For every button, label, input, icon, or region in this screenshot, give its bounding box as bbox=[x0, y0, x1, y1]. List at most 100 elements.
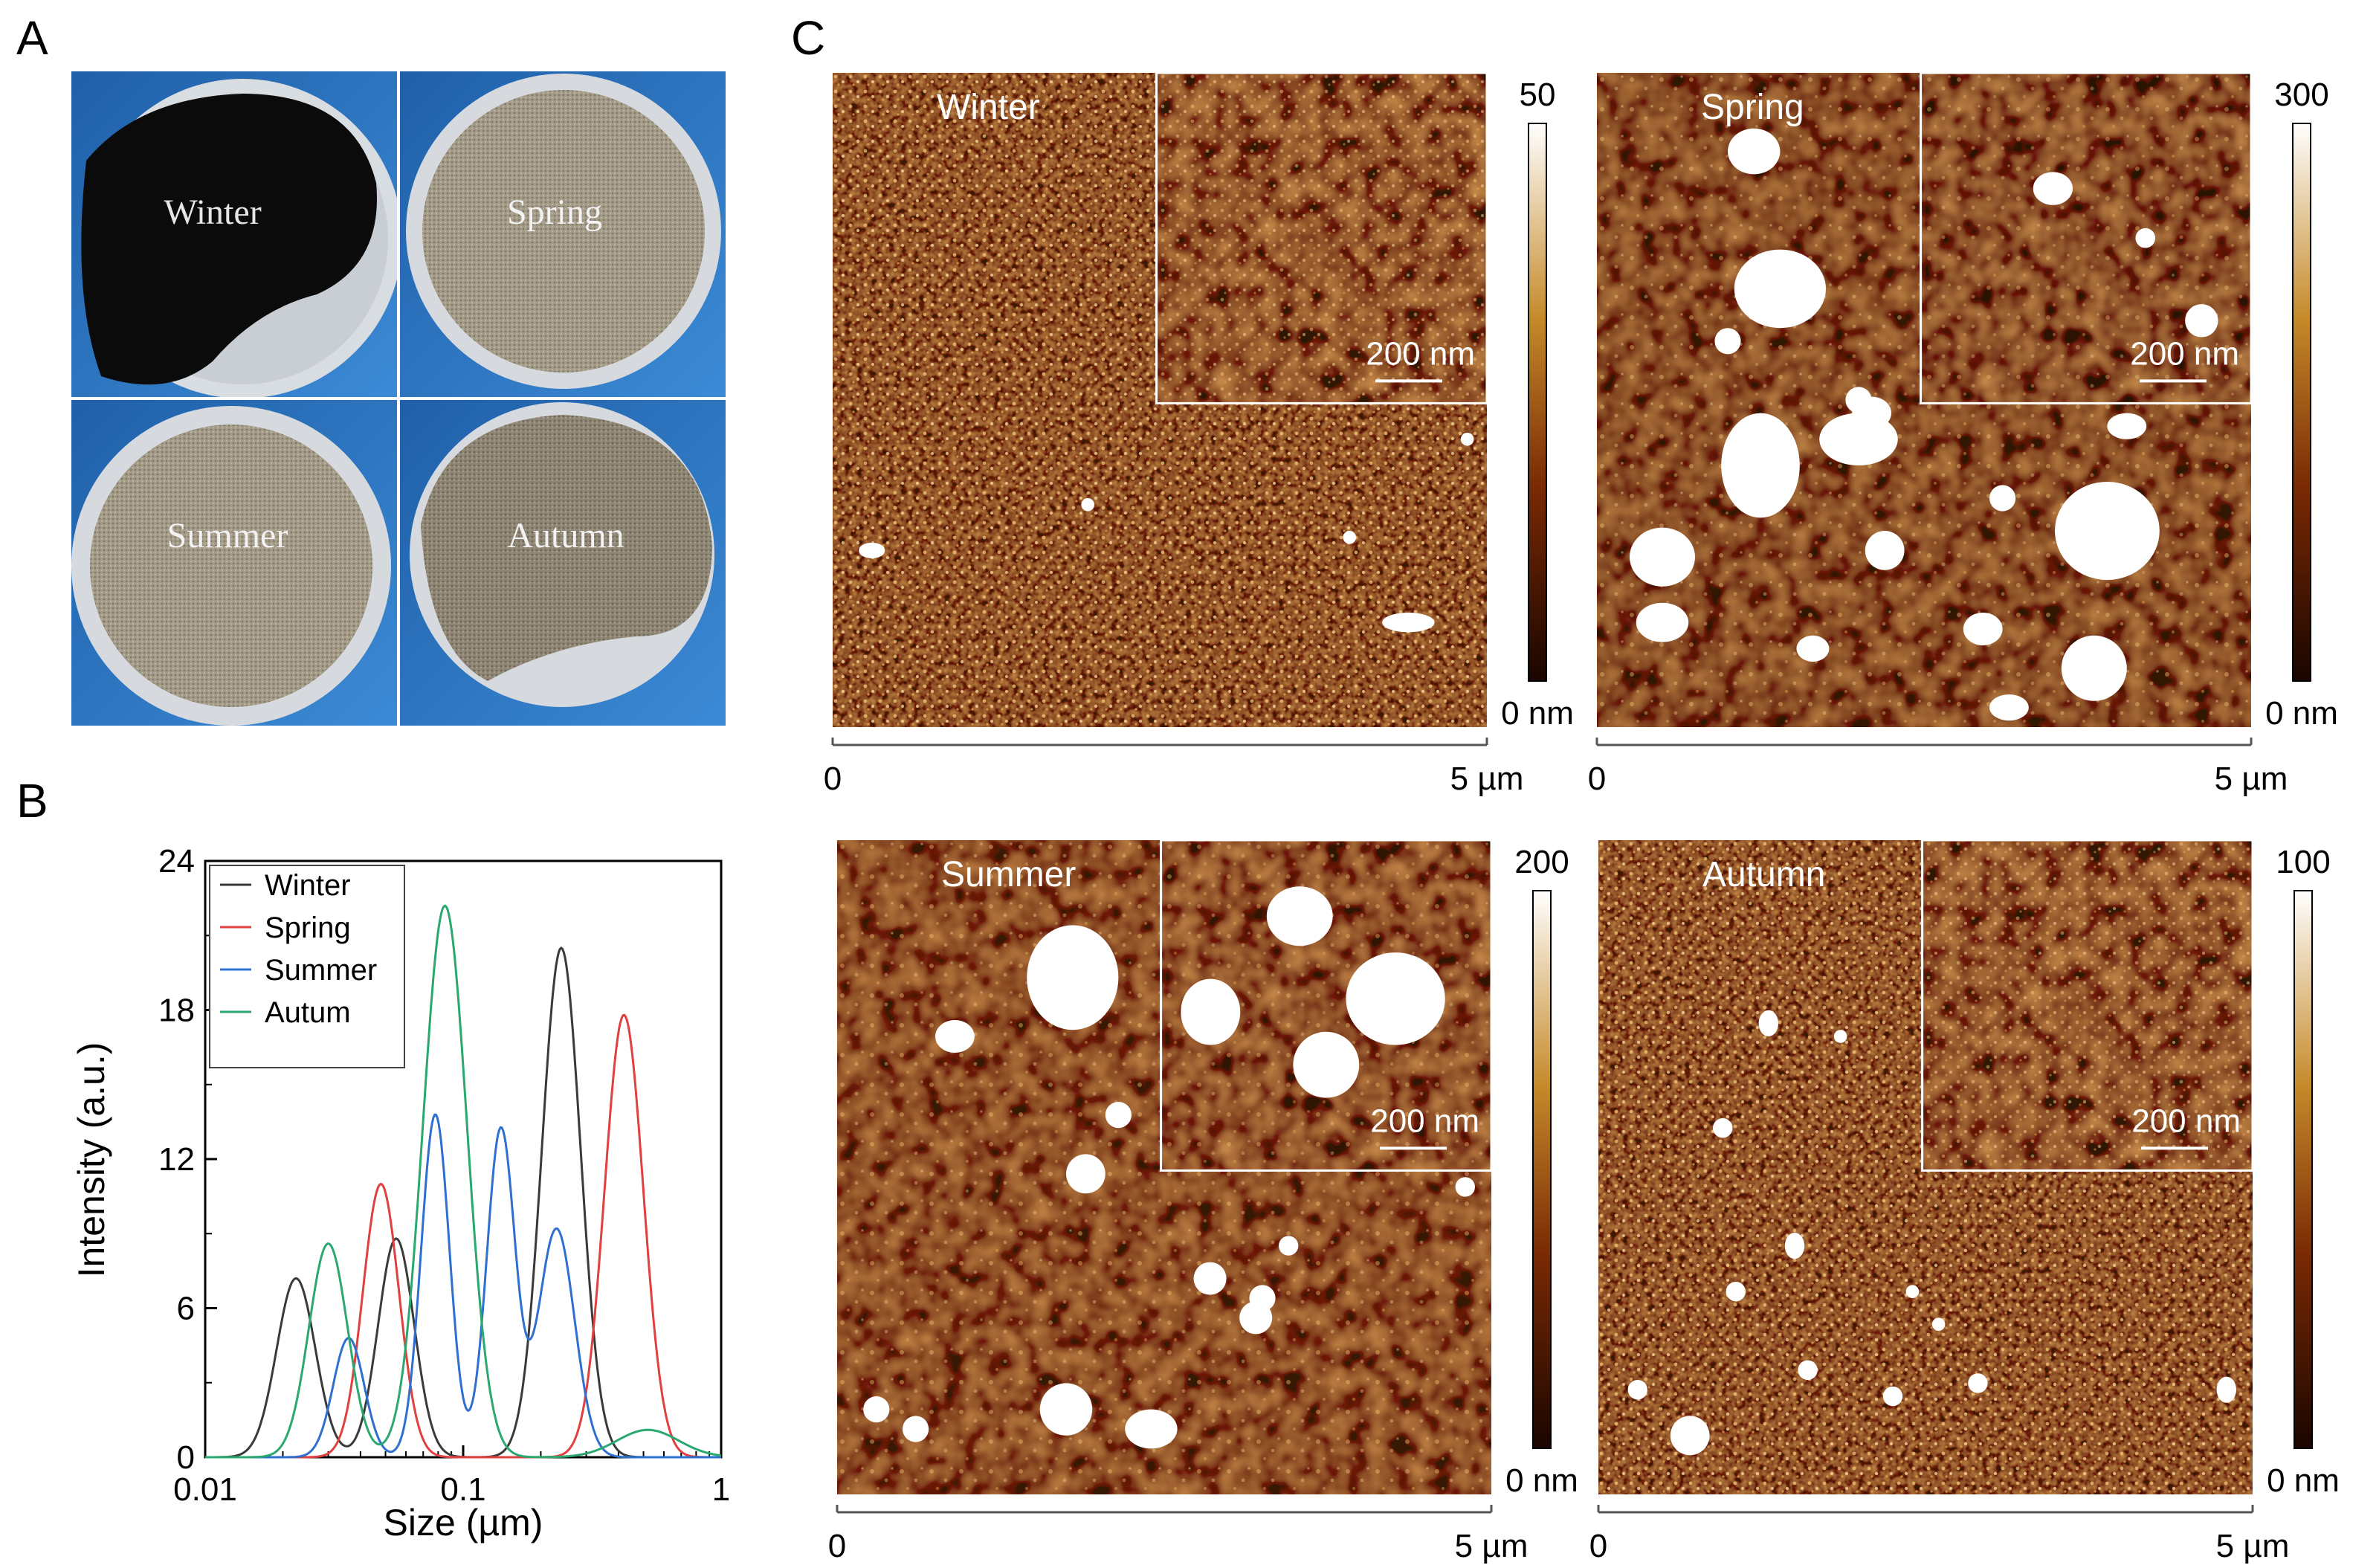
particle bbox=[1027, 925, 1119, 1030]
particle bbox=[1865, 531, 1905, 570]
scan-axis-end: 5 µm bbox=[1450, 761, 1524, 797]
particle bbox=[1460, 433, 1474, 446]
photo-label-winter: Winter bbox=[164, 193, 261, 232]
y-tick-label: 12 bbox=[158, 1141, 195, 1178]
particle bbox=[1105, 1102, 1132, 1129]
afm-label: Summer bbox=[941, 855, 1076, 894]
x-tick-label: 0.1 bbox=[440, 1471, 485, 1508]
particle bbox=[1713, 1118, 1733, 1138]
particle bbox=[1125, 1409, 1178, 1449]
inset-particle bbox=[2135, 228, 2156, 248]
inset-scale-label: 200 nm bbox=[1370, 1103, 1479, 1139]
afm-panel-winter: 200 nm Winter 50 0 nm 0 5 µm bbox=[824, 71, 1574, 797]
particle bbox=[1066, 1154, 1105, 1194]
inset-scale-label: 200 nm bbox=[1366, 335, 1475, 372]
inset-particle bbox=[2033, 172, 2073, 205]
particle bbox=[1249, 1285, 1276, 1311]
series-layer bbox=[205, 904, 722, 1459]
y-axis-label: Intensity (a.u.) bbox=[71, 1042, 112, 1278]
afm-label: Spring bbox=[1701, 88, 1804, 127]
afm-inset-grains bbox=[1920, 73, 2251, 404]
colorbar bbox=[2294, 890, 2313, 1449]
inset-particle bbox=[1181, 978, 1241, 1045]
scan-axis-start: 0 bbox=[1589, 1528, 1607, 1564]
particle bbox=[1382, 613, 1435, 633]
x-tick-label: 1 bbox=[712, 1471, 730, 1508]
colorbar bbox=[1532, 890, 1552, 1449]
particle bbox=[2055, 482, 2160, 580]
sample-photo-grid: Winter Spring Summer Autumn bbox=[71, 71, 726, 726]
particle bbox=[2216, 1376, 2236, 1403]
inset-particle bbox=[2185, 304, 2218, 338]
scan-axis-start: 0 bbox=[828, 1528, 846, 1564]
legend-entry: Autum bbox=[265, 996, 351, 1029]
colorbar-max: 50 bbox=[1520, 77, 1556, 113]
scan-axis-start: 0 bbox=[824, 761, 842, 797]
particle bbox=[863, 1396, 890, 1423]
particle bbox=[1989, 694, 2029, 721]
photo-tile-winter: Winter bbox=[71, 71, 402, 399]
particle bbox=[1963, 613, 2003, 645]
particle bbox=[1728, 128, 1781, 175]
particle bbox=[1833, 1030, 1847, 1043]
colorbar-max: 100 bbox=[2276, 844, 2330, 880]
size-distribution-chart: 0.01 0.1 1 0 6 12 18 24 Size (µm) Intensity (a… bbox=[71, 843, 730, 1543]
particle bbox=[1882, 1386, 1903, 1407]
photo-label-autumn: Autumn bbox=[507, 516, 624, 555]
particle bbox=[903, 1416, 929, 1442]
particle bbox=[1455, 1177, 1475, 1197]
afm-label: Autumn bbox=[1702, 855, 1825, 894]
particle bbox=[1989, 485, 2016, 512]
afm-panel-summer: 200 nm Summer 200 0 nm 0 5 µm bbox=[828, 839, 1578, 1564]
particle bbox=[1627, 1380, 1647, 1400]
inset-scale-label: 200 nm bbox=[2131, 1103, 2241, 1139]
afm-inset-grains bbox=[1156, 73, 1487, 404]
particle bbox=[1193, 1262, 1227, 1295]
particle bbox=[935, 1020, 975, 1053]
particle bbox=[1758, 1010, 1778, 1036]
particle bbox=[1968, 1373, 1988, 1393]
inset-scale-label: 200 nm bbox=[2130, 335, 2239, 372]
particle bbox=[1931, 1317, 1946, 1331]
afm-inset-border bbox=[1160, 839, 1493, 1172]
afm-inset-border bbox=[1155, 71, 1488, 404]
particle bbox=[1636, 602, 1689, 642]
particle bbox=[1630, 527, 1695, 587]
legend-entry: Winter bbox=[265, 869, 351, 902]
legend-entry: Spring bbox=[265, 912, 351, 944]
y-tick-label: 0 bbox=[177, 1439, 195, 1476]
colorbar-max: 200 bbox=[1514, 844, 1569, 880]
inset-particle bbox=[1266, 886, 1333, 946]
panel-letter-c: C bbox=[791, 11, 826, 65]
y-tick-label: 18 bbox=[158, 993, 195, 1029]
particle bbox=[859, 542, 885, 558]
particle bbox=[1784, 1233, 1805, 1259]
x-axis: 0.01 0.1 1 bbox=[173, 1445, 730, 1508]
particle bbox=[1081, 498, 1094, 512]
scan-axis-end: 5 µm bbox=[1455, 1528, 1529, 1564]
afm-panel-spring: 200 nm Spring 300 0 nm 0 5 µm bbox=[1588, 71, 2338, 797]
particle bbox=[1905, 1285, 1920, 1298]
particle bbox=[1734, 249, 1826, 329]
photo-label-summer: Summer bbox=[167, 516, 288, 555]
particle bbox=[1845, 387, 1872, 413]
colorbar-min: 0 nm bbox=[2267, 1462, 2340, 1499]
colorbar bbox=[2292, 123, 2311, 682]
particle bbox=[1798, 1360, 1818, 1380]
panel-letter-b: B bbox=[16, 774, 48, 827]
particle bbox=[1039, 1383, 1093, 1436]
scan-axis-end: 5 µm bbox=[2216, 1528, 2290, 1564]
afm-inset-grains bbox=[1922, 840, 2253, 1171]
afm-images: 200 nm Winter 50 0 nm 0 5 µm 200 nm Spring 300 0 … bbox=[824, 71, 2340, 1564]
particle bbox=[2107, 413, 2147, 439]
afm-label: Winter bbox=[937, 88, 1040, 127]
scan-axis-end: 5 µm bbox=[2215, 761, 2288, 797]
particle bbox=[1726, 1282, 1746, 1302]
particle bbox=[1796, 635, 1830, 662]
series-line-summer bbox=[205, 1113, 721, 1459]
colorbar-min: 0 nm bbox=[1505, 1462, 1578, 1499]
panel-letter-a: A bbox=[16, 11, 48, 65]
chart-legend: Winter Spring Summer Autum bbox=[209, 865, 405, 1068]
colorbar-max: 300 bbox=[2274, 77, 2328, 113]
photo-tile-spring: Spring bbox=[400, 71, 726, 397]
